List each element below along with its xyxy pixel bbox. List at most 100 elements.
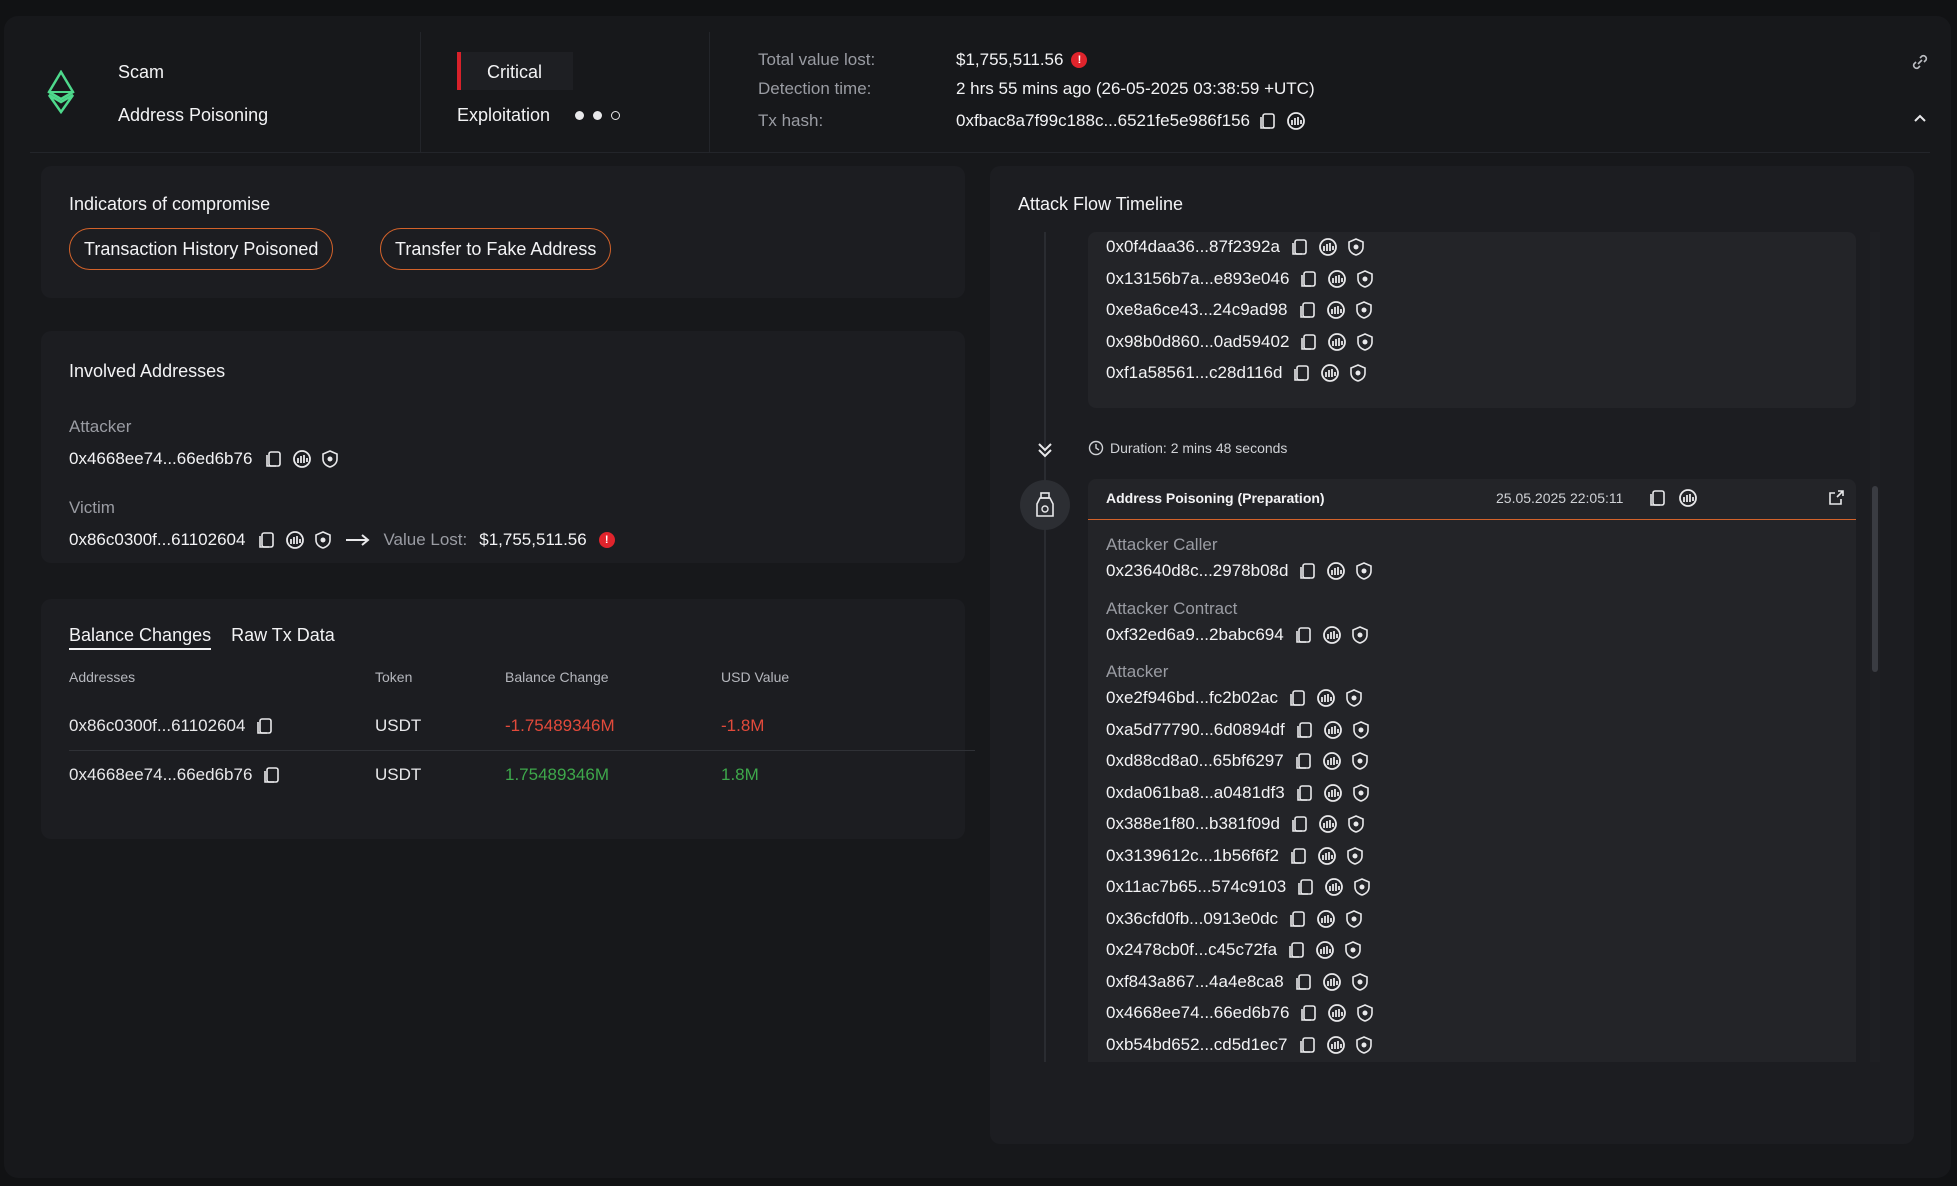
block-explorer-icon[interactable] [1318,814,1338,834]
shield-icon[interactable] [320,449,340,469]
block-explorer-icon[interactable] [1326,561,1346,581]
block-explorer-icon[interactable] [1322,625,1342,645]
shield-icon[interactable] [1350,972,1370,992]
copy-icon[interactable] [257,530,277,550]
link-icon[interactable] [1910,52,1930,72]
timeline-address[interactable]: 0xda061ba8...a0481df3 [1106,782,1285,802]
timeline-address[interactable]: 0x11ac7b65...574c9103 [1106,877,1287,896]
collapse-chevron-icon[interactable] [1910,108,1930,128]
shield-icon[interactable] [1352,877,1372,897]
timeline-address[interactable]: 0xe2f946bd...fc2b02ac [1106,688,1279,707]
indicator-tag-fake-address[interactable]: Transfer to Fake Address [380,228,612,270]
copy-icon[interactable] [1294,972,1314,992]
shield-icon[interactable] [1355,332,1375,352]
copy-icon[interactable] [1648,488,1668,508]
block-explorer-icon[interactable] [292,449,312,469]
copy-icon[interactable] [1295,783,1315,803]
timeline-address[interactable]: 0x3139612c...1b56f6f2 [1106,845,1279,865]
timeline-address[interactable]: 0x36cfd0fb...0913e0dc [1106,908,1279,928]
copy-icon[interactable] [1296,877,1316,897]
copy-icon[interactable] [255,716,275,736]
shield-icon[interactable] [1350,625,1370,645]
open-external-icon[interactable] [1826,488,1846,508]
block-explorer-icon[interactable] [1315,940,1335,960]
shield-icon[interactable] [1348,363,1368,383]
copy-icon[interactable] [1295,720,1315,740]
timeline-address[interactable]: 0x13156b7a...e893e046 [1106,268,1290,288]
timeline-address[interactable]: 0x4668ee74...66ed6b76 [1106,1003,1290,1022]
shield-icon[interactable] [1346,814,1366,834]
copy-icon[interactable] [1299,1003,1319,1023]
block-explorer-icon[interactable] [1678,488,1698,508]
block-explorer-icon[interactable] [1324,877,1344,897]
timeline-address[interactable]: 0xf843a867...4a4e8ca8 [1106,971,1284,991]
block-explorer-icon[interactable] [1286,111,1306,131]
copy-icon[interactable] [1288,688,1308,708]
shield-icon[interactable] [1351,783,1371,803]
shield-icon[interactable] [1344,688,1364,708]
attacker-address[interactable]: 0x4668ee74...66ed6b76 [69,449,253,468]
block-explorer-icon[interactable] [1317,846,1337,866]
shield-icon[interactable] [1343,940,1363,960]
copy-icon[interactable] [1258,111,1278,131]
victim-address[interactable]: 0x86c0300f...61102604 [69,530,246,549]
timeline-scroll-area[interactable]: 0x0f4daa36...87f2392a 0x13156b7a...e893e0… [990,232,1920,1062]
block-explorer-icon[interactable] [1316,688,1336,708]
copy-icon[interactable] [1289,846,1309,866]
block-explorer-icon[interactable] [1322,972,1342,992]
copy-icon[interactable] [1290,814,1310,834]
copy-icon[interactable] [264,449,284,469]
block-explorer-icon[interactable] [1323,783,1343,803]
tab-balance-changes[interactable]: Balance Changes [69,625,212,650]
copy-icon[interactable] [1298,561,1318,581]
copy-icon[interactable] [1298,300,1318,320]
timeline-address[interactable]: 0x0f4daa36...87f2392a [1106,237,1280,256]
copy-icon[interactable] [1299,332,1319,352]
timeline-address[interactable]: 0x98b0d860...0ad59402 [1106,331,1290,351]
timeline-address[interactable]: 0xf1a58561...c28d116d [1106,363,1283,382]
tab-raw-tx-data[interactable]: Raw Tx Data [231,625,335,645]
block-explorer-icon[interactable] [1326,300,1346,320]
timeline-address[interactable]: 0xa5d77790...6d0894df [1106,719,1285,739]
shield-icon[interactable] [1354,1035,1374,1055]
shield-icon[interactable] [1350,751,1370,771]
copy-icon[interactable] [1299,269,1319,289]
scrollbar-thumb[interactable] [1872,486,1878,672]
timeline-scrollbar[interactable] [1870,232,1880,1062]
copy-icon[interactable] [1287,940,1307,960]
copy-icon[interactable] [1294,625,1314,645]
block-explorer-icon[interactable] [1327,269,1347,289]
copy-icon[interactable] [1292,363,1312,383]
block-explorer-icon[interactable] [1320,363,1340,383]
shield-icon[interactable] [313,530,333,550]
block-explorer-icon[interactable] [1326,1035,1346,1055]
block-explorer-icon[interactable] [1316,909,1336,929]
row-address[interactable]: 0x4668ee74...66ed6b76 [69,765,253,784]
copy-icon[interactable] [1298,1035,1318,1055]
block-explorer-icon[interactable] [1327,332,1347,352]
timeline-address[interactable]: 0xf32ed6a9...2babc694 [1106,624,1284,644]
copy-icon[interactable] [1290,237,1310,257]
timeline-address[interactable]: 0xd88cd8a0...65bf6297 [1106,751,1284,770]
timeline-address[interactable]: 0xb54bd652...cd5d1ec7 [1106,1034,1288,1054]
shield-icon[interactable] [1344,909,1364,929]
shield-icon[interactable] [1345,846,1365,866]
timeline-address[interactable]: 0x2478cb0f...c45c72fa [1106,940,1278,959]
timeline-address[interactable]: 0x23640d8c...2978b08d [1106,561,1289,580]
block-explorer-icon[interactable] [1322,751,1342,771]
shield-icon[interactable] [1354,300,1374,320]
row-address[interactable]: 0x86c0300f...61102604 [69,716,246,735]
timeline-address[interactable]: 0x388e1f80...b381f09d [1106,814,1280,833]
copy-icon[interactable] [262,765,282,785]
block-explorer-icon[interactable] [1327,1003,1347,1023]
indicator-tag-history-poisoned[interactable]: Transaction History Poisoned [69,228,334,270]
block-explorer-icon[interactable] [1323,720,1343,740]
block-explorer-icon[interactable] [1318,237,1338,257]
copy-icon[interactable] [1294,751,1314,771]
shield-icon[interactable] [1351,720,1371,740]
copy-icon[interactable] [1288,909,1308,929]
shield-icon[interactable] [1355,1003,1375,1023]
timeline-address[interactable]: 0xe8a6ce43...24c9ad98 [1106,300,1288,319]
shield-icon[interactable] [1346,237,1366,257]
shield-icon[interactable] [1354,561,1374,581]
